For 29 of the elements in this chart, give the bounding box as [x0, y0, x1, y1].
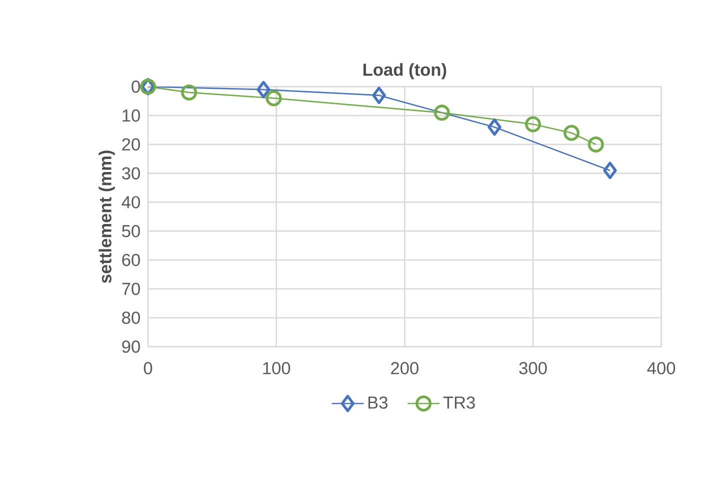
point — [372, 86, 386, 104]
legend-label: TR3 — [443, 396, 475, 409]
legend-label: B3 — [368, 396, 388, 409]
x-tick-label: 400 — [647, 362, 676, 374]
y-tick-label: 80 — [122, 312, 140, 324]
y-tick-label: 60 — [122, 254, 140, 266]
x-axis-title: Load (ton) — [363, 63, 446, 80]
y-tick-label: 30 — [122, 167, 140, 180]
y-axis-title: settlement (mm) — [98, 150, 115, 283]
y-tick-label: 10 — [122, 109, 140, 122]
x-tick-label: 200 — [391, 362, 418, 374]
point — [525, 116, 542, 132]
x-tick-label: 100 — [263, 362, 290, 374]
x-tick-label: 0 — [144, 362, 152, 374]
point — [434, 104, 450, 121]
y-tick-label: 50 — [122, 224, 140, 238]
point — [181, 84, 198, 100]
y-tick-label: 90 — [122, 340, 140, 353]
y-tick-label: 40 — [122, 196, 140, 208]
y-tick-label: 70 — [122, 282, 140, 296]
y-tick-label: 0 — [132, 80, 140, 93]
point — [588, 136, 604, 152]
point — [564, 124, 580, 141]
point — [603, 162, 617, 180]
point — [256, 80, 270, 98]
point — [488, 118, 502, 136]
y-tick-label: 20 — [122, 138, 140, 151]
x-tick-label: 300 — [519, 362, 547, 374]
point — [266, 90, 282, 106]
